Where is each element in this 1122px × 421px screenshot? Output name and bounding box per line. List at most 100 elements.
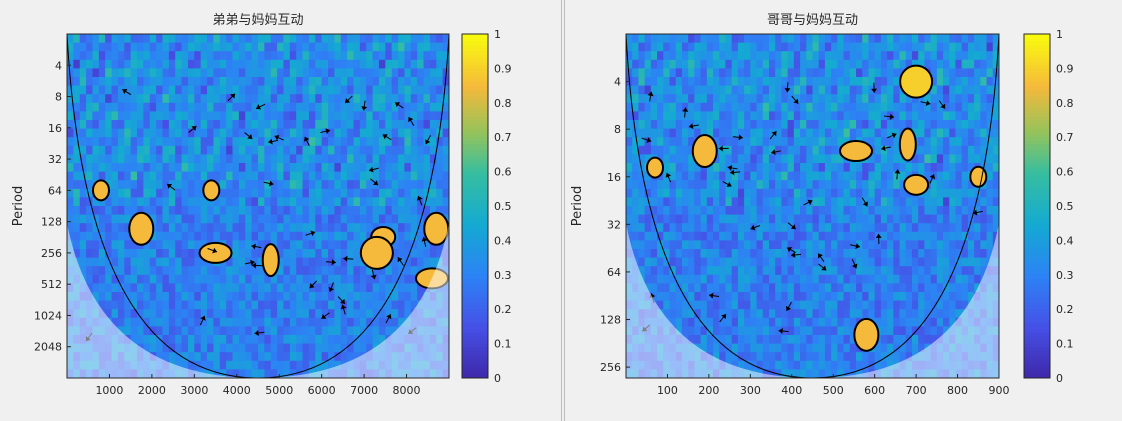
coherence-cell [245,214,253,224]
coherence-cell [366,145,374,155]
coherence-cell [410,171,418,181]
coherence-cell [719,171,726,181]
coherence-cell [706,343,714,353]
coherence-cell [806,317,813,327]
coherence-cell [219,102,227,112]
coherence-cell [694,163,702,173]
coherence-cell [410,266,418,276]
coherence-cell [162,266,170,276]
coherence-cell [688,188,695,198]
coherence-cell [283,352,291,362]
coherence-cell [806,206,813,216]
coherence-cell [353,231,361,241]
coherence-cell [731,171,739,181]
coherence-cell [706,335,714,345]
coherence-cell [930,249,938,259]
coherence-cell [744,145,751,155]
coherence-cell [404,231,412,241]
coherence-cell [162,94,170,104]
coherence-cell [79,51,87,61]
coherence-cell [270,326,278,336]
coherence-cell [366,300,374,310]
coherence-cell [793,180,801,190]
coherence-cell [398,231,405,241]
coherence-cell [924,223,932,233]
coherence-cell [974,240,981,250]
coherence-cell [675,94,683,104]
coherence-cell [918,240,925,250]
coherence-cell [334,128,342,138]
coherence-cell [340,274,348,284]
coherence-cell [936,77,944,87]
coherence-cell [404,34,412,44]
figure-divider-2 [564,0,565,421]
coherence-cell [949,163,956,173]
coherence-cell [258,326,265,336]
coherence-cell [334,59,342,69]
coherence-cell [706,257,714,267]
colorbar-cell [462,133,488,138]
colorbar-cell [462,336,488,341]
coherence-cell [238,300,246,310]
coherence-cell [974,111,981,121]
coherence-cell [436,111,444,121]
coherence-cell [980,59,988,69]
coherence-cell [974,231,981,241]
coherence-cell [955,137,963,147]
coherence-cell [181,34,189,44]
coherence-cell [359,120,367,130]
coherence-cell [787,257,795,267]
y-axis-label: Period [11,186,26,227]
colorbar-cell [462,130,488,135]
coherence-cell [73,59,81,69]
phase-arrow [385,313,392,324]
coherence-cell [156,171,163,181]
coherence-cell [105,137,113,147]
coherence-cell [688,326,695,336]
coherence-cell [321,137,329,147]
coherence-cell [194,188,202,198]
coherence-cell [887,283,894,293]
coherence-cell [207,163,214,173]
coherence-cell [750,51,758,61]
colorbar-tick-label: 0.1 [494,338,512,351]
coherence-cell [404,163,412,173]
coherence-cell [911,343,919,353]
coherence-cell [992,102,1000,112]
coherence-cell [79,120,87,130]
coherence-cell [334,292,342,302]
coherence-cell [874,94,882,104]
coherence-cell [398,249,405,259]
coherence-cell [149,317,157,327]
coherence-cell [849,292,857,302]
coherence-cell [366,120,374,130]
coherence-cell [856,352,863,362]
coherence-cell [308,197,316,207]
coherence-cell [862,309,869,319]
coherence-cell [936,154,944,164]
coherence-cell [308,317,316,327]
coherence-cell [862,128,869,138]
coherence-cell [706,180,714,190]
colorbar-cell [462,195,488,200]
coherence-cell [378,145,386,155]
coherence-cell [638,111,646,121]
coherence-cell [880,206,888,216]
coherence-cell [67,128,74,138]
coherence-cell [874,171,882,181]
coherence-cell [787,102,795,112]
coherence-cell [880,163,888,173]
coherence-cell [924,102,932,112]
coherence-cell [787,94,795,104]
coherence-cell [143,249,151,259]
coherence-cell [436,51,444,61]
coherence-cell [688,206,695,216]
coherence-cell [181,68,189,78]
coherence-cell [688,180,695,190]
coherence-cell [793,309,801,319]
coherence-cell [238,343,246,353]
coherence-cell [812,317,820,327]
coherence-cell [787,343,795,353]
coherence-cell [187,94,195,104]
coherence-cell [73,120,81,130]
